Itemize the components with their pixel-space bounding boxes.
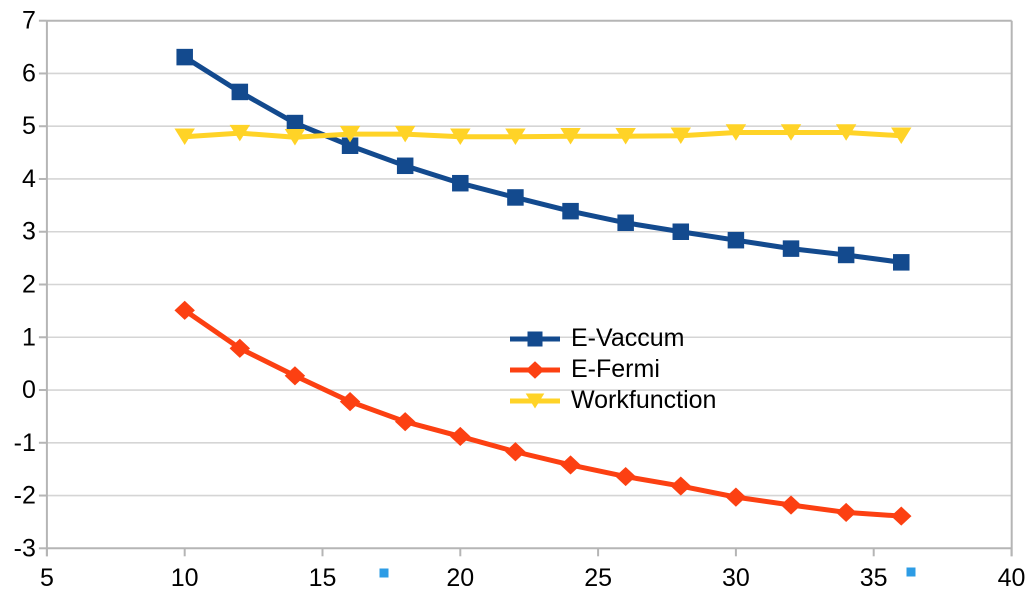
legend-label: E-Vaccum [571, 324, 685, 352]
x-axis-tick-label: 20 [446, 564, 474, 592]
marker-square [231, 83, 249, 101]
marker-square [782, 240, 800, 257]
y-axis-tick-label: 1 [22, 323, 36, 351]
marker-diamond [780, 495, 802, 515]
marker-triangle-down [394, 125, 416, 143]
y-axis-tick-label: -2 [14, 482, 36, 510]
x-axis-tick-label: 25 [584, 564, 612, 592]
marker-triangle-down [284, 129, 306, 146]
y-axis-tick-label: 4 [22, 165, 36, 193]
y-axis-tick-label: 2 [22, 271, 36, 299]
y-axis-tick-label: 5 [22, 112, 36, 140]
marker-square [617, 214, 634, 232]
marker-square [527, 331, 543, 346]
series-markers-e-vaccum [176, 48, 910, 271]
marker-square [893, 254, 910, 271]
marker-diamond [450, 426, 471, 447]
x-axis-tick-label: 5 [40, 564, 54, 592]
marker-triangle-down [615, 127, 636, 145]
marker-diamond [560, 455, 581, 475]
marker-diamond [525, 360, 545, 379]
y-axis-tick-label: 0 [22, 376, 36, 404]
marker-square [341, 137, 359, 154]
series-markers-workfunction [174, 124, 912, 146]
y-axis-tick-label: -3 [14, 534, 36, 562]
marker-triangle-down [505, 128, 526, 146]
marker-triangle-down [339, 125, 361, 143]
x-axis-tick-label: 10 [171, 564, 199, 592]
legend-sample-line-icon [510, 393, 560, 408]
legend-label: E-Fermi [571, 355, 660, 383]
marker-triangle-down [670, 127, 692, 144]
legend-item-workfunction: Workfunction [508, 385, 716, 416]
marker-square [562, 202, 579, 220]
marker-diamond [284, 366, 306, 386]
series-line-workfunction [184, 130, 902, 140]
marker-triangle-down [174, 128, 195, 146]
marker-square [507, 189, 524, 206]
marker-diamond [505, 442, 526, 462]
legend-sample-line-icon [510, 331, 560, 346]
marker-diamond [174, 300, 195, 320]
marker-diamond [339, 392, 361, 412]
x-axis-tick-label: 15 [309, 564, 337, 592]
marker-square [176, 48, 193, 66]
marker-triangle-down [780, 124, 802, 141]
marker-diamond [229, 338, 251, 358]
y-axis-tick-label: 6 [22, 59, 36, 87]
series-line-e-vaccum [183, 54, 902, 265]
marker-triangle-down [525, 393, 545, 408]
marker-triangle-down [891, 127, 912, 144]
marker-diamond [725, 487, 747, 507]
legend-sample-line-icon [510, 360, 560, 379]
marker-diamond [394, 412, 416, 432]
marker-triangle-down [229, 124, 251, 142]
marker-diamond [891, 506, 912, 526]
marker-square [837, 246, 855, 264]
selection-handle [379, 568, 389, 578]
series-markers-e-fermi [174, 300, 912, 526]
marker-square [452, 174, 469, 192]
marker-diamond [670, 476, 692, 496]
legend: E-Vaccum E-Fermi Workfunction [508, 323, 716, 416]
marker-triangle-down [835, 124, 857, 141]
marker-square [286, 114, 304, 132]
marker-diamond [835, 502, 857, 522]
y-axis-tick-label: 3 [22, 218, 36, 246]
series-line-e-fermi [183, 308, 902, 519]
marker-square [396, 157, 414, 175]
marker-square [727, 231, 745, 249]
selection-handle [906, 567, 916, 577]
y-axis-tick-label: -1 [14, 429, 36, 457]
marker-triangle-down [450, 128, 471, 146]
y-axis-tick-label: 7 [22, 7, 36, 35]
marker-square [672, 223, 690, 240]
marker-triangle-down [560, 127, 581, 145]
x-axis-tick-label: 30 [722, 564, 750, 592]
x-axis-tick-label: 40 [998, 564, 1026, 592]
x-axis-tick-label: 35 [860, 564, 888, 592]
legend-item-e-fermi: E-Fermi [508, 354, 716, 385]
marker-diamond [615, 466, 636, 487]
marker-triangle-down [725, 124, 747, 141]
legend-item-e-vaccum: E-Vaccum [508, 323, 716, 354]
legend-label: Workfunction [571, 386, 717, 414]
